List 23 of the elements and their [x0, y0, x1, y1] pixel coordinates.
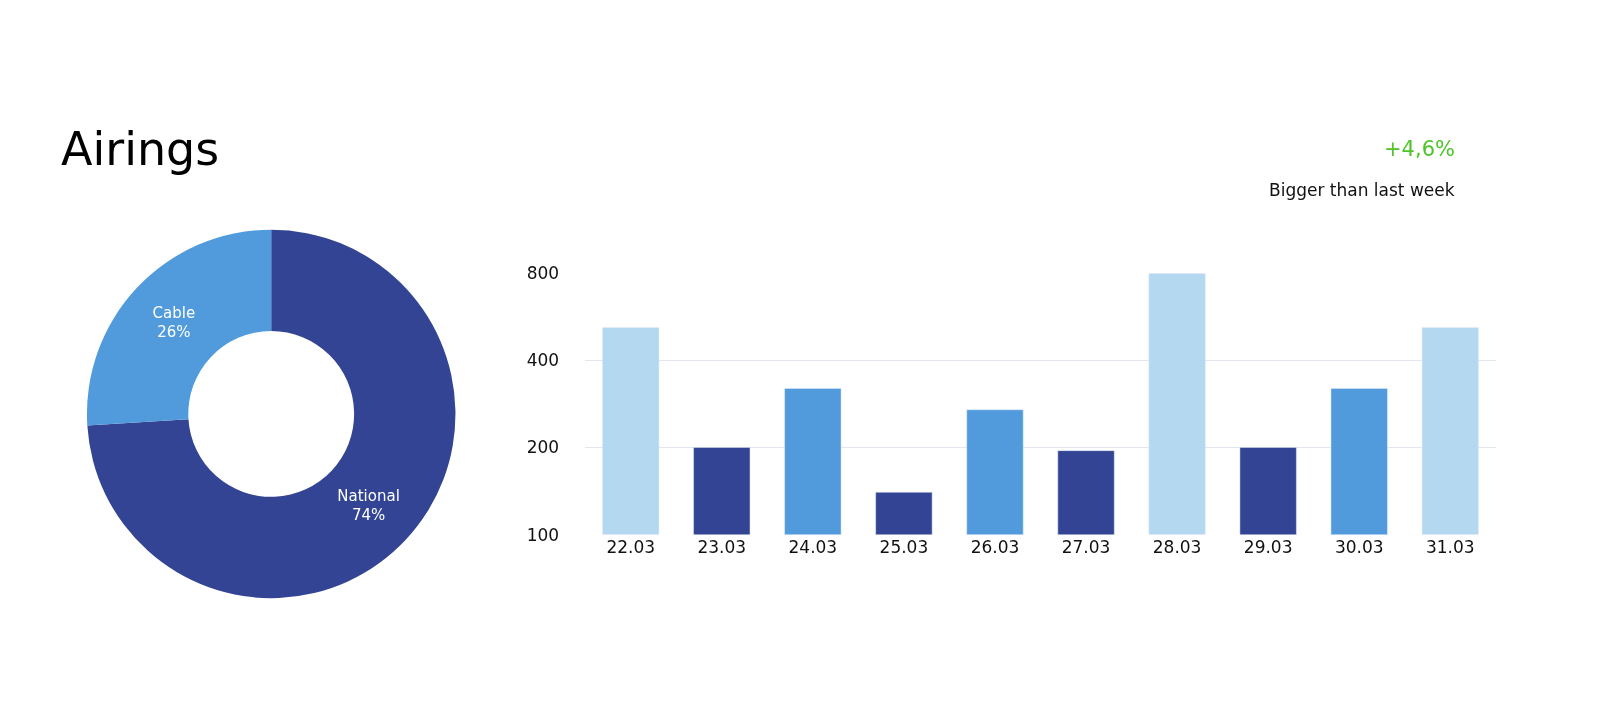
data-label: 26%	[157, 323, 191, 342]
x-tick-label: 28.03	[1152, 536, 1202, 557]
x-tick-label: 31.03	[1425, 536, 1475, 557]
y-tick-label: 800	[526, 263, 560, 284]
slice-label: National	[337, 486, 400, 505]
x-tick-label: 25.03	[879, 536, 929, 557]
x-tick-label: 30.03	[1334, 536, 1384, 557]
x-tick-label: 23.03	[697, 536, 747, 557]
slice-label: Cable	[152, 303, 196, 322]
x-tick-label: 22.03	[606, 536, 656, 557]
x-tick-label: 27.03	[1061, 536, 1111, 557]
donut-slice	[87, 229, 456, 599]
x-tick-label: 29.03	[1243, 536, 1293, 557]
donut-slice	[87, 229, 272, 426]
data-label: 74%	[351, 506, 386, 525]
chart-title: Airings	[61, 122, 220, 176]
x-tick-label: 24.03	[788, 536, 838, 557]
y-tick-label: 400	[526, 350, 560, 371]
y-tick-label: 100	[526, 524, 560, 545]
x-tick-label: 26.03	[970, 536, 1020, 557]
text: Bigger than last week	[1269, 180, 1455, 200]
y-tick-label: 200	[526, 437, 560, 458]
text: +4,6%	[1384, 137, 1455, 161]
